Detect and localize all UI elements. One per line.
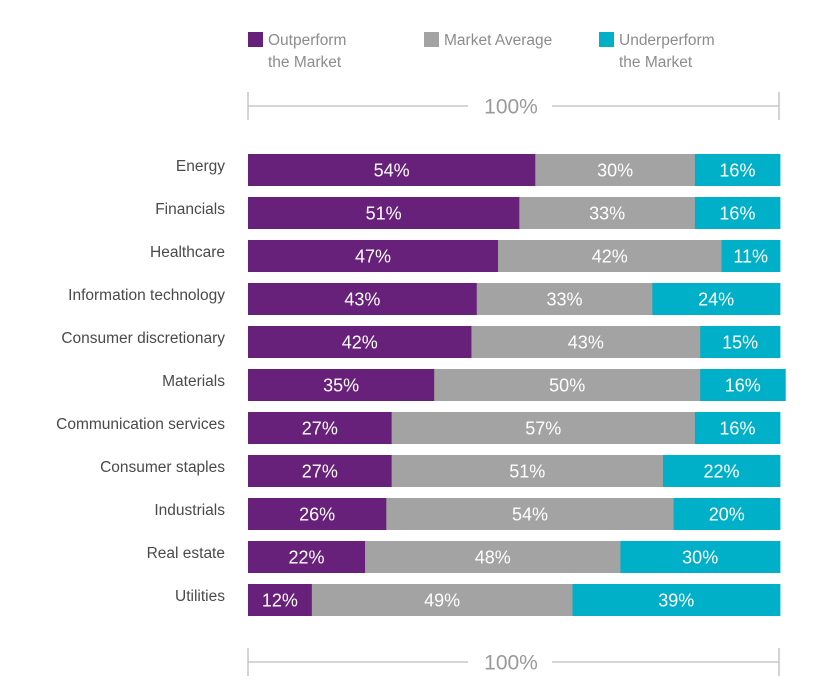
data-label-energy-underperform-the-market: 16% xyxy=(719,161,755,181)
category-label-real-estate: Real estate xyxy=(147,545,225,562)
legend-swatch-market-average xyxy=(424,32,439,47)
category-label-consumer-staples: Consumer staples xyxy=(100,459,225,476)
bar-consumer-staples-underperform-the-market xyxy=(662,455,781,487)
data-label-utilities-market-average: 49% xyxy=(424,591,460,611)
data-label-consumer-staples-underperform-the-market: 22% xyxy=(703,462,739,482)
bar-consumer-discretionary-underperform-the-market xyxy=(700,326,781,358)
legend-label-outperform-the-market-line-1: Outperform xyxy=(268,32,346,49)
category-label-consumer-discretionary: Consumer discretionary xyxy=(61,330,225,347)
data-label-energy-market-average: 30% xyxy=(597,161,633,181)
data-label-information-technology-underperform-the-market: 24% xyxy=(698,290,734,310)
legend-label-market-average: Market Average xyxy=(444,32,552,49)
data-label-consumer-discretionary-underperform-the-market: 15% xyxy=(722,333,758,353)
data-label-financials-outperform-the-market: 51% xyxy=(366,204,402,224)
category-label-information-technology: Information technology xyxy=(68,287,225,304)
data-label-materials-outperform-the-market: 35% xyxy=(323,376,359,396)
data-label-energy-outperform-the-market: 54% xyxy=(374,161,410,181)
bar-utilities-underperform-the-market xyxy=(572,584,781,616)
bar-real-estate-market-average xyxy=(365,541,621,573)
bar-energy-outperform-the-market xyxy=(248,154,536,186)
data-label-industrials-underperform-the-market: 20% xyxy=(709,505,745,525)
category-label-utilities: Utilities xyxy=(175,588,225,605)
data-label-utilities-outperform-the-market: 12% xyxy=(262,591,298,611)
category-labels: Energy Financials Healthcare Information te… xyxy=(56,158,225,605)
bar-materials-outperform-the-market xyxy=(248,369,435,401)
legend-label-underperform-the-market-line-2: the Market xyxy=(619,54,693,71)
bar-financials-outperform-the-market xyxy=(248,197,520,229)
data-label-industrials-market-average: 54% xyxy=(512,505,548,525)
scale-label: 100% xyxy=(484,652,538,675)
bar-healthcare-underperform-the-market xyxy=(721,240,781,272)
legend-label-outperform-the-market-line-2: the Market xyxy=(268,54,342,71)
data-label-information-technology-market-average: 33% xyxy=(547,290,583,310)
bar-information-technology-market-average xyxy=(476,283,653,315)
data-label-consumer-staples-outperform-the-market: 27% xyxy=(302,462,338,482)
data-label-communication-services-outperform-the-market: 27% xyxy=(302,419,338,439)
data-label-financials-market-average: 33% xyxy=(589,204,625,224)
bar-consumer-discretionary-market-average xyxy=(471,326,701,358)
data-label-consumer-staples-market-average: 51% xyxy=(509,462,545,482)
category-label-industrials: Industrials xyxy=(154,502,225,519)
bar-real-estate-underperform-the-market xyxy=(620,541,781,573)
data-label-materials-market-average: 50% xyxy=(549,376,585,396)
bar-utilities-outperform-the-market xyxy=(248,584,313,616)
bar-consumer-discretionary-outperform-the-market xyxy=(248,326,472,358)
data-label-real-estate-underperform-the-market: 30% xyxy=(682,548,718,568)
bar-energy-market-average xyxy=(535,154,696,186)
scale-bracket-bottom: 100% xyxy=(247,648,780,676)
data-label-consumer-discretionary-market-average: 43% xyxy=(568,333,604,353)
data-label-utilities-underperform-the-market: 39% xyxy=(658,591,694,611)
data-label-information-technology-outperform-the-market: 43% xyxy=(344,290,380,310)
category-label-financials: Financials xyxy=(155,201,225,218)
legend-swatch-underperform-the-market xyxy=(599,32,614,47)
legend-label-underperform-the-market-line-1: Underperform xyxy=(619,32,715,49)
data-label-real-estate-outperform-the-market: 22% xyxy=(289,548,325,568)
data-label-industrials-outperform-the-market: 26% xyxy=(299,505,335,525)
bar-information-technology-outperform-the-market xyxy=(248,283,478,315)
category-label-materials: Materials xyxy=(162,373,225,390)
scale-bracket-top: 100% xyxy=(247,92,780,120)
bar-communication-services-outperform-the-market xyxy=(248,412,393,444)
bar-materials-market-average xyxy=(434,369,701,401)
legend-swatch-outperform-the-market xyxy=(248,32,263,47)
bar-materials-underperform-the-market xyxy=(700,369,786,401)
bar-utilities-market-average xyxy=(311,584,573,616)
bar-healthcare-outperform-the-market xyxy=(248,240,499,272)
bar-industrials-market-average xyxy=(386,498,674,530)
bar-consumer-staples-market-average xyxy=(391,455,664,487)
data-label-healthcare-underperform-the-market: 11% xyxy=(733,247,768,267)
bar-communication-services-market-average xyxy=(391,412,696,444)
data-label-communication-services-underperform-the-market: 16% xyxy=(719,419,755,439)
bar-financials-underperform-the-market xyxy=(694,197,781,229)
data-label-healthcare-outperform-the-market: 47% xyxy=(355,247,391,267)
bar-healthcare-market-average xyxy=(498,240,722,272)
bar-real-estate-outperform-the-market xyxy=(248,541,366,573)
bar-financials-market-average xyxy=(519,197,696,229)
bar-industrials-outperform-the-market xyxy=(248,498,387,530)
bar-communication-services-underperform-the-market xyxy=(694,412,781,444)
data-label-real-estate-market-average: 48% xyxy=(475,548,511,568)
bar-energy-underperform-the-market xyxy=(694,154,781,186)
legend: Outperform the Market Market Average Underp… xyxy=(248,32,715,71)
data-label-consumer-discretionary-outperform-the-market: 42% xyxy=(342,333,378,353)
data-label-financials-underperform-the-market: 16% xyxy=(719,204,755,224)
bar-industrials-underperform-the-market xyxy=(673,498,781,530)
scale-label: 100% xyxy=(484,96,538,119)
category-label-communication-services: Communication services xyxy=(56,416,225,433)
bars: 54% 30% 16% 51% 33% 16% 47% 42% 11% 43% 33% 24% 42% 4… xyxy=(248,154,786,616)
bar-information-technology-underperform-the-market xyxy=(652,283,781,315)
bar-consumer-staples-outperform-the-market xyxy=(248,455,393,487)
data-label-healthcare-market-average: 42% xyxy=(592,247,628,267)
data-label-materials-underperform-the-market: 16% xyxy=(725,376,761,396)
data-label-communication-services-market-average: 57% xyxy=(525,419,561,439)
category-label-healthcare: Healthcare xyxy=(150,244,225,261)
category-label-energy: Energy xyxy=(176,158,225,175)
